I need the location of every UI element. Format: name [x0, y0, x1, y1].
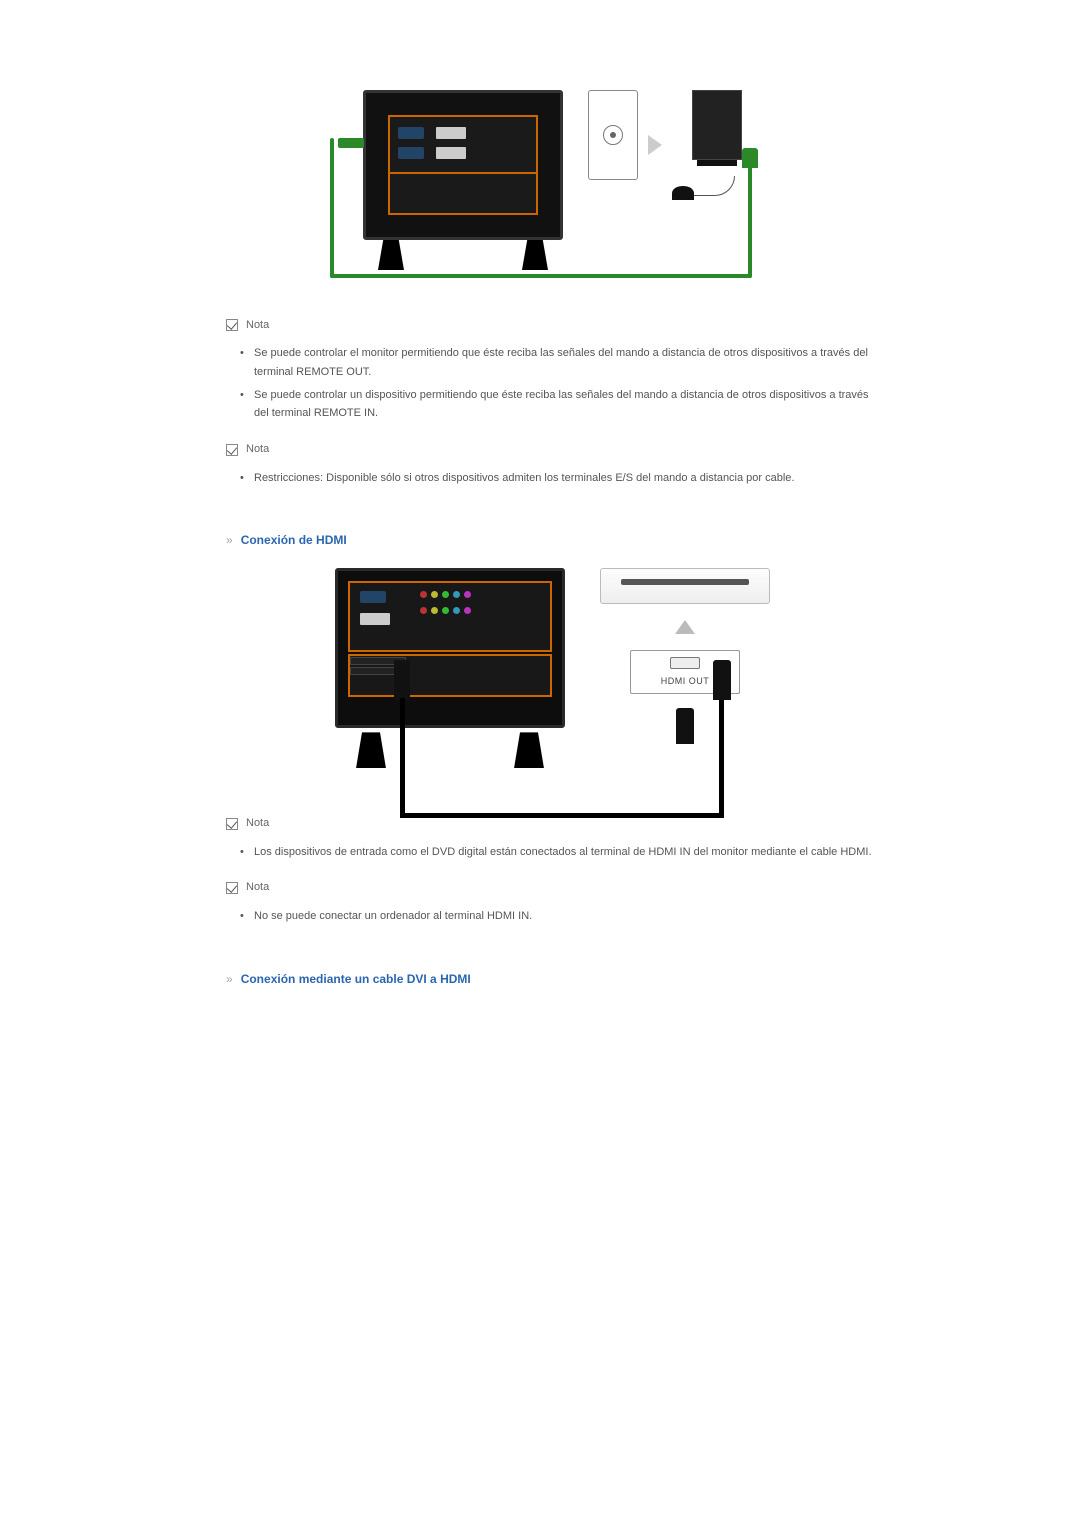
section-heading-dvi: » Conexión mediante un cable DVI a HDMI	[226, 970, 880, 989]
bullet-item: Los dispositivos de entrada como el DVD …	[244, 843, 880, 862]
monitor-rear	[358, 90, 568, 270]
check-icon	[226, 319, 238, 331]
note-heading: Nota	[226, 879, 880, 897]
check-icon	[226, 882, 238, 894]
audio-jack-plug	[338, 138, 364, 148]
section-heading-hdmi: » Conexión de HDMI	[226, 531, 880, 550]
note2-bullets: Los dispositivos de entrada como el DVD …	[220, 843, 880, 862]
note-heading: Nota	[226, 441, 880, 459]
heading-text: Conexión de HDMI	[241, 531, 347, 550]
check-icon	[226, 818, 238, 830]
check-icon	[226, 444, 238, 456]
hdmi-out-port: HDMI OUT	[630, 650, 740, 694]
note1-bullets: Se puede controlar el monitor permitiend…	[220, 344, 880, 423]
hdmi-plug	[676, 708, 694, 744]
hdmi-source-device: HDMI OUT	[600, 568, 770, 744]
figure1-group	[358, 90, 742, 270]
audio-jack-plug-end	[742, 148, 758, 168]
monitor-rear-hdmi	[330, 568, 570, 768]
external-speaker	[672, 90, 742, 200]
arrow-up-icon	[675, 620, 695, 634]
bullet-item: Restricciones: Disponible sólo si otros …	[244, 469, 880, 488]
bullet-item: Se puede controlar un dispositivo permit…	[244, 386, 880, 423]
audio-jack-wallplate	[588, 90, 638, 180]
note-label: Nota	[246, 815, 269, 833]
hdmi-in-ports	[350, 657, 406, 677]
note1b-bullets: Restricciones: Disponible sólo si otros …	[220, 469, 880, 488]
note-label: Nota	[246, 317, 269, 335]
arrow-right-icon	[648, 135, 662, 155]
chevron-right-icon: »	[226, 531, 233, 550]
bullet-item: No se puede conectar un ordenador al ter…	[244, 907, 880, 926]
chevron-right-icon: »	[226, 970, 233, 989]
note-heading: Nota	[226, 815, 880, 833]
note-label: Nota	[246, 879, 269, 897]
figure-hdmi-connection: HDMI OUT	[220, 568, 880, 775]
bullet-item: Se puede controlar el monitor permitiend…	[244, 344, 880, 381]
heading-text: Conexión mediante un cable DVI a HDMI	[241, 970, 471, 989]
hdmi-out-label: HDMI OUT	[661, 676, 710, 686]
note2b-bullets: No se puede conectar un ordenador al ter…	[220, 907, 880, 926]
figure2-group: HDMI OUT	[330, 568, 770, 768]
speaker-group	[588, 90, 742, 200]
figure-remote-speaker	[220, 90, 880, 277]
note-heading: Nota	[226, 317, 880, 335]
dvd-player	[600, 568, 770, 604]
note-label: Nota	[246, 441, 269, 459]
